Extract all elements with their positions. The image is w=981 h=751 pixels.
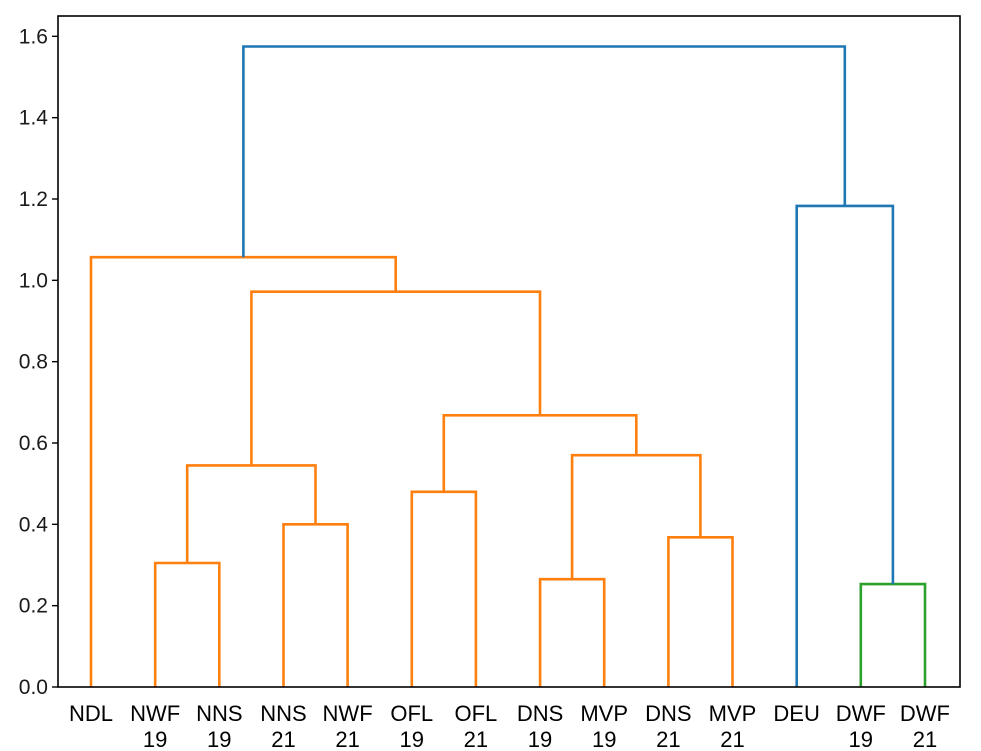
y-tick-label: 0.8: [19, 351, 48, 374]
dendrogram-link: [795, 204, 895, 687]
leaf-label: OFL: [455, 701, 498, 726]
dendrogram-link: [89, 255, 398, 687]
dendrogram-link: [282, 522, 349, 687]
y-tick-label: 1.0: [19, 269, 48, 292]
dendrogram-link: [410, 490, 478, 687]
y-tick-label: 0.6: [19, 432, 48, 455]
leaf-label-year: 19: [592, 727, 616, 751]
dendrogram-link: [859, 582, 927, 687]
leaf-label-year: 21: [913, 727, 937, 751]
leaf-label-year: 21: [271, 727, 295, 751]
leaf-label: NWF: [323, 701, 373, 726]
y-tick-label: 0.2: [19, 595, 48, 618]
leaf-label-year: 19: [143, 727, 167, 751]
dendrogram-link: [667, 535, 734, 687]
leaf-label: DNS: [645, 701, 691, 726]
leaf-label: NNS: [196, 701, 242, 726]
y-tick-label: 1.6: [19, 25, 48, 48]
y-tick-label: 0.4: [19, 513, 49, 536]
y-tick-label: 0.0: [19, 676, 48, 699]
leaf-label-year: 21: [335, 727, 359, 751]
leaf-label: NDL: [69, 701, 113, 726]
dendrogram-link: [185, 464, 317, 563]
leaf-label: DEU: [773, 701, 819, 726]
leaf-label: DNS: [517, 701, 563, 726]
plot-frame: [57, 15, 961, 688]
leaf-label-year: 21: [464, 727, 488, 751]
y-axis: 0.0 0.2 0.4 0.6 0.8 1.0 1.2 1.4 1.6: [19, 25, 58, 699]
dendrogram-link: [442, 413, 638, 492]
y-tick-label: 1.2: [19, 188, 48, 211]
leaf-label-year: 21: [720, 727, 744, 751]
dendrogram-link: [242, 45, 847, 258]
leaf-label: MVP: [580, 701, 628, 726]
leaf-label: NNS: [260, 701, 306, 726]
dendrogram-link: [250, 290, 542, 466]
leaf-label: MVP: [709, 701, 757, 726]
dendrogram-link: [538, 577, 606, 687]
leaf-label-year: 19: [528, 727, 552, 751]
leaf-label-year: 19: [207, 727, 231, 751]
leaf-label: DWF: [836, 701, 886, 726]
dendrogram-links: [89, 45, 927, 687]
dendrogram-link: [570, 453, 702, 580]
x-axis-leaf-labels: NDL NWF19NNS19NNS21NWF21OFL19OFL21DNS19MV…: [69, 701, 950, 751]
y-tick-label: 1.4: [19, 107, 49, 130]
dendrogram-link: [153, 561, 221, 687]
leaf-label: NWF: [130, 701, 180, 726]
leaf-label: OFL: [390, 701, 433, 726]
leaf-label-year: 21: [656, 727, 680, 751]
leaf-label-year: 19: [400, 727, 424, 751]
leaf-label: DWF: [900, 701, 950, 726]
leaf-label-year: 19: [849, 727, 873, 751]
